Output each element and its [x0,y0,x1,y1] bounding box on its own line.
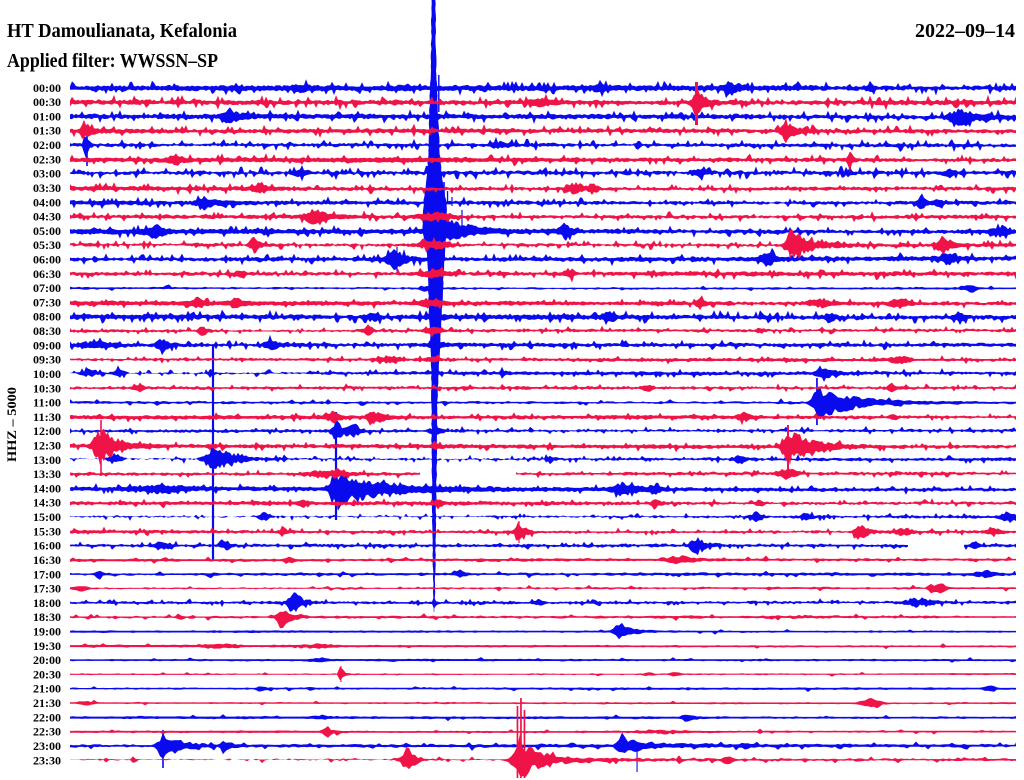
svg-text:03:00: 03:00 [33,167,61,181]
svg-text:18:00: 18:00 [33,596,61,610]
svg-text:01:00: 01:00 [33,109,61,123]
svg-text:19:00: 19:00 [33,625,61,639]
svg-text:13:00: 13:00 [33,453,61,467]
svg-text:14:00: 14:00 [33,481,61,495]
svg-text:00:00: 00:00 [33,81,61,95]
svg-text:Applied filter: WWSSN–SP: Applied filter: WWSSN–SP [7,50,218,72]
svg-text:21:00: 21:00 [33,682,61,696]
svg-text:06:30: 06:30 [33,267,61,281]
svg-text:09:00: 09:00 [33,338,61,352]
svg-text:09:30: 09:30 [33,353,61,367]
svg-text:03:30: 03:30 [33,181,61,195]
svg-text:02:00: 02:00 [33,138,61,152]
svg-text:06:00: 06:00 [33,253,61,267]
svg-text:12:30: 12:30 [33,439,61,453]
svg-text:12:00: 12:00 [33,424,61,438]
svg-text:19:30: 19:30 [33,639,61,653]
svg-text:22:30: 22:30 [33,725,61,739]
svg-text:04:00: 04:00 [33,195,61,209]
svg-text:00:30: 00:30 [33,95,61,109]
svg-text:21:30: 21:30 [33,696,61,710]
svg-text:02:30: 02:30 [33,152,61,166]
svg-text:04:30: 04:30 [33,210,61,224]
svg-text:HHZ – 5000: HHZ – 5000 [4,387,19,462]
svg-text:14:30: 14:30 [33,496,61,510]
svg-text:23:30: 23:30 [33,753,61,767]
svg-text:17:00: 17:00 [33,567,61,581]
svg-text:07:30: 07:30 [33,295,61,309]
svg-text:2022–09–14: 2022–09–14 [915,20,1015,42]
svg-text:01:30: 01:30 [33,124,61,138]
svg-text:18:30: 18:30 [33,610,61,624]
svg-text:15:30: 15:30 [33,524,61,538]
svg-text:11:30: 11:30 [33,410,61,424]
svg-text:08:00: 08:00 [33,310,61,324]
svg-text:16:00: 16:00 [33,539,61,553]
svg-text:05:00: 05:00 [33,224,61,238]
svg-text:HT Damoulianata, Kefalonia: HT Damoulianata, Kefalonia [7,20,237,42]
svg-text:22:00: 22:00 [33,710,61,724]
svg-text:11:00: 11:00 [33,396,61,410]
svg-text:17:30: 17:30 [33,582,61,596]
svg-text:10:00: 10:00 [33,367,61,381]
svg-text:07:00: 07:00 [33,281,61,295]
svg-text:23:00: 23:00 [33,739,61,753]
svg-text:08:30: 08:30 [33,324,61,338]
svg-text:20:30: 20:30 [33,667,61,681]
svg-text:13:30: 13:30 [33,467,61,481]
svg-text:15:00: 15:00 [33,510,61,524]
svg-text:10:30: 10:30 [33,381,61,395]
svg-text:05:30: 05:30 [33,238,61,252]
svg-text:20:00: 20:00 [33,653,61,667]
svg-text:16:30: 16:30 [33,553,61,567]
